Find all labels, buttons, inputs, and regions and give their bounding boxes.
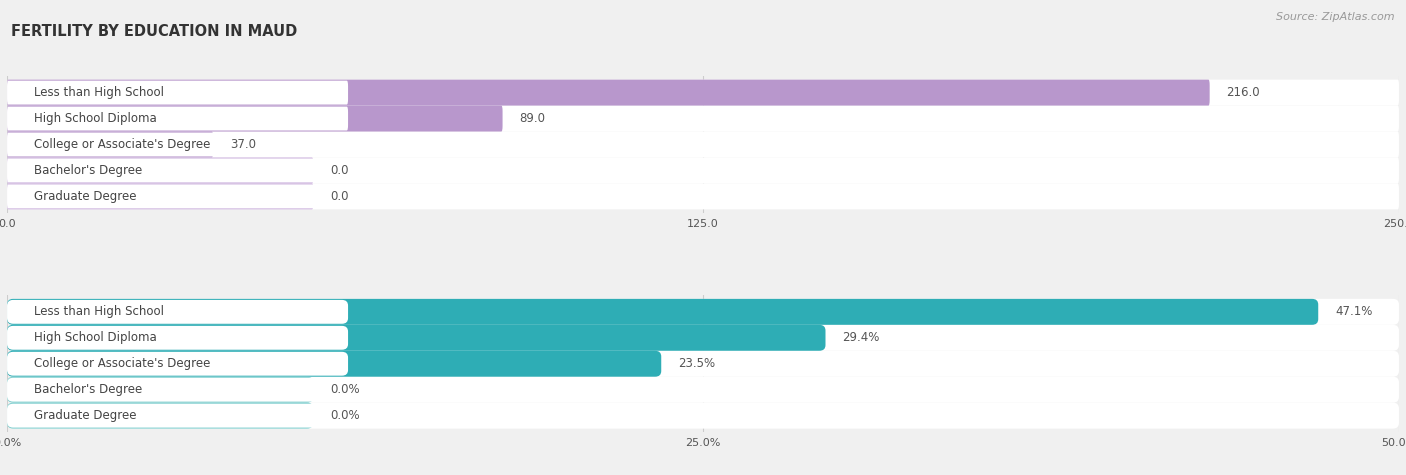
FancyBboxPatch shape	[7, 404, 349, 428]
Text: 47.1%: 47.1%	[1334, 305, 1372, 318]
FancyBboxPatch shape	[7, 352, 349, 376]
Text: Graduate Degree: Graduate Degree	[34, 190, 136, 203]
FancyBboxPatch shape	[7, 183, 1399, 209]
FancyBboxPatch shape	[7, 403, 1399, 428]
FancyBboxPatch shape	[7, 299, 1319, 325]
FancyBboxPatch shape	[7, 378, 349, 402]
FancyBboxPatch shape	[7, 183, 314, 209]
FancyBboxPatch shape	[7, 184, 349, 209]
FancyBboxPatch shape	[7, 403, 314, 428]
FancyBboxPatch shape	[7, 80, 1399, 105]
Text: 0.0%: 0.0%	[330, 383, 360, 396]
Text: Less than High School: Less than High School	[34, 305, 165, 318]
Text: Graduate Degree: Graduate Degree	[34, 409, 136, 422]
Text: Bachelor's Degree: Bachelor's Degree	[34, 383, 142, 396]
Text: 216.0: 216.0	[1226, 86, 1260, 99]
FancyBboxPatch shape	[7, 325, 825, 351]
FancyBboxPatch shape	[7, 325, 1399, 351]
Text: 0.0: 0.0	[330, 164, 349, 177]
FancyBboxPatch shape	[7, 377, 1399, 403]
FancyBboxPatch shape	[7, 81, 349, 104]
Text: College or Associate's Degree: College or Associate's Degree	[34, 138, 211, 151]
FancyBboxPatch shape	[7, 133, 349, 156]
FancyBboxPatch shape	[7, 80, 1209, 105]
Text: 37.0: 37.0	[229, 138, 256, 151]
Text: College or Associate's Degree: College or Associate's Degree	[34, 357, 211, 370]
FancyBboxPatch shape	[7, 105, 1399, 132]
FancyBboxPatch shape	[7, 377, 314, 403]
Text: Less than High School: Less than High School	[34, 86, 165, 99]
FancyBboxPatch shape	[7, 132, 214, 158]
Text: Source: ZipAtlas.com: Source: ZipAtlas.com	[1277, 12, 1395, 22]
Text: 23.5%: 23.5%	[678, 357, 716, 370]
Text: Bachelor's Degree: Bachelor's Degree	[34, 164, 142, 177]
Text: 0.0: 0.0	[330, 190, 349, 203]
Text: 0.0%: 0.0%	[330, 409, 360, 422]
FancyBboxPatch shape	[7, 351, 1399, 377]
FancyBboxPatch shape	[7, 299, 1399, 325]
FancyBboxPatch shape	[7, 326, 349, 350]
FancyBboxPatch shape	[7, 106, 349, 131]
Text: 29.4%: 29.4%	[842, 331, 880, 344]
FancyBboxPatch shape	[7, 105, 502, 132]
Text: 89.0: 89.0	[519, 112, 546, 125]
FancyBboxPatch shape	[7, 159, 349, 182]
FancyBboxPatch shape	[7, 158, 314, 183]
FancyBboxPatch shape	[7, 158, 1399, 183]
Text: FERTILITY BY EDUCATION IN MAUD: FERTILITY BY EDUCATION IN MAUD	[11, 24, 298, 39]
FancyBboxPatch shape	[7, 300, 349, 324]
FancyBboxPatch shape	[7, 351, 661, 377]
Text: High School Diploma: High School Diploma	[34, 331, 157, 344]
Text: High School Diploma: High School Diploma	[34, 112, 157, 125]
FancyBboxPatch shape	[7, 132, 1399, 158]
